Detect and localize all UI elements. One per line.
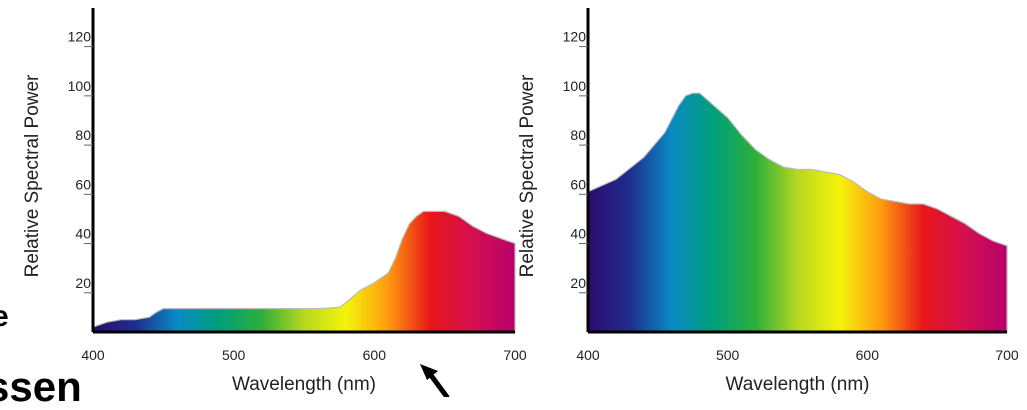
y-tick-label: 100 <box>563 78 587 94</box>
spectrum-area-1 <box>587 92 1008 333</box>
y-tick-label: 40 <box>75 226 91 242</box>
x-tick-label: 600 <box>856 347 880 363</box>
y-axis-title: Relative Spectral Power <box>517 74 538 277</box>
pointer-arrow <box>420 364 450 397</box>
y-axis-title: Relative Spectral Power <box>22 74 43 277</box>
x-tick-label: 400 <box>576 347 600 363</box>
x-tick-label: 700 <box>503 347 527 363</box>
y-tick-label: 80 <box>75 127 91 143</box>
y-tick-label: 40 <box>570 226 586 242</box>
spectral-power-figure: 20 40 60 80 100 120 400 500 600 700 Wavelength (nm… <box>22 8 1019 397</box>
x-tick-label: 500 <box>716 347 740 363</box>
y-tick-label: 20 <box>75 275 91 291</box>
x-tick-label: 500 <box>222 347 246 363</box>
y-tick-label: 20 <box>570 275 586 291</box>
x-tick-label: 700 <box>995 347 1019 363</box>
y-tick-label: 80 <box>570 127 586 143</box>
y-tick-label: 120 <box>68 29 92 45</box>
x-axis-title: Wavelength (nm) <box>232 374 376 395</box>
clipped-text-left: e <box>0 300 9 333</box>
spectrum-area-0 <box>92 210 516 333</box>
chart-left: 20 40 60 80 100 120 400 500 600 700 Wavelength (nm… <box>22 8 527 395</box>
x-axis-title: Wavelength (nm) <box>726 374 870 395</box>
y-tick-label: 60 <box>570 176 586 192</box>
x-tick-label: 400 <box>81 347 105 363</box>
y-tick-label: 100 <box>68 78 92 94</box>
clipped-text-bottom: ssen <box>0 363 82 410</box>
y-tick-label: 120 <box>563 29 587 45</box>
x-tick-label: 600 <box>363 347 387 363</box>
chart-right: 20 40 60 80 100 120 400 500 600 700 Wavelength (nm… <box>517 8 1019 395</box>
y-tick-label: 60 <box>75 176 91 192</box>
